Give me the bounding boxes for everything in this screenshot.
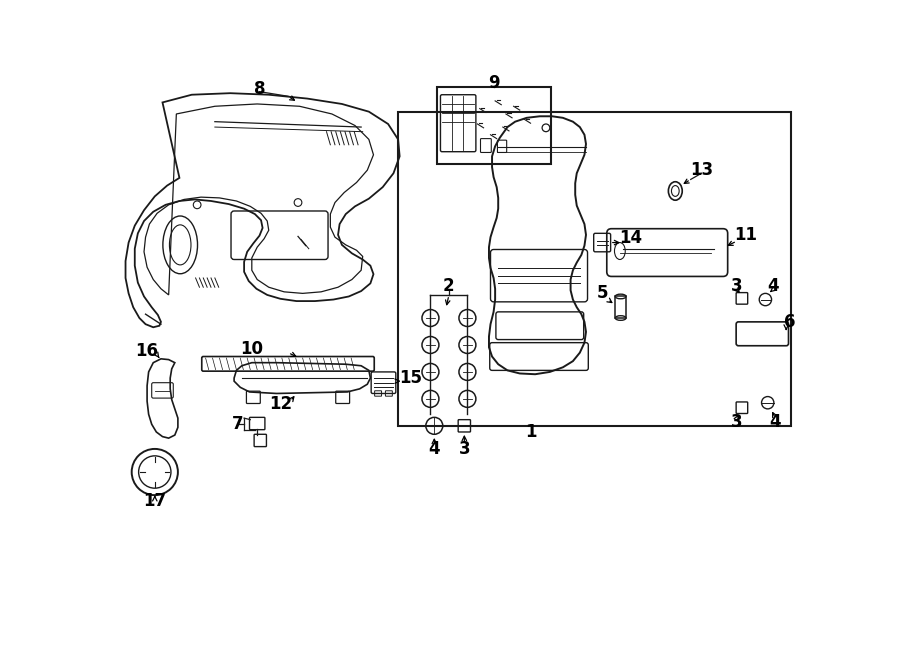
Text: 1: 1	[525, 423, 536, 441]
Text: 8: 8	[254, 79, 266, 98]
Bar	[398, 112, 791, 426]
Text: 17: 17	[143, 492, 166, 510]
Text: 12: 12	[269, 395, 292, 413]
Text: 2: 2	[443, 277, 454, 295]
Text: 3: 3	[458, 440, 470, 458]
Text: 4: 4	[428, 440, 440, 458]
Text: 5: 5	[598, 284, 608, 302]
Text: 3: 3	[731, 413, 742, 431]
Text: 15: 15	[399, 369, 422, 387]
Text: 16: 16	[136, 342, 158, 360]
Text: 13: 13	[690, 161, 713, 179]
Text: 4: 4	[768, 277, 778, 295]
Bar	[436, 87, 551, 164]
Text: 4: 4	[770, 413, 781, 431]
Bar	[616, 297, 626, 318]
Text: 6: 6	[784, 313, 795, 331]
Text: 7: 7	[232, 415, 244, 433]
Text: 9: 9	[488, 74, 500, 92]
Text: 11: 11	[734, 226, 758, 244]
Text: 10: 10	[240, 340, 264, 358]
Text: 14: 14	[619, 229, 643, 247]
Text: 3: 3	[731, 277, 742, 295]
